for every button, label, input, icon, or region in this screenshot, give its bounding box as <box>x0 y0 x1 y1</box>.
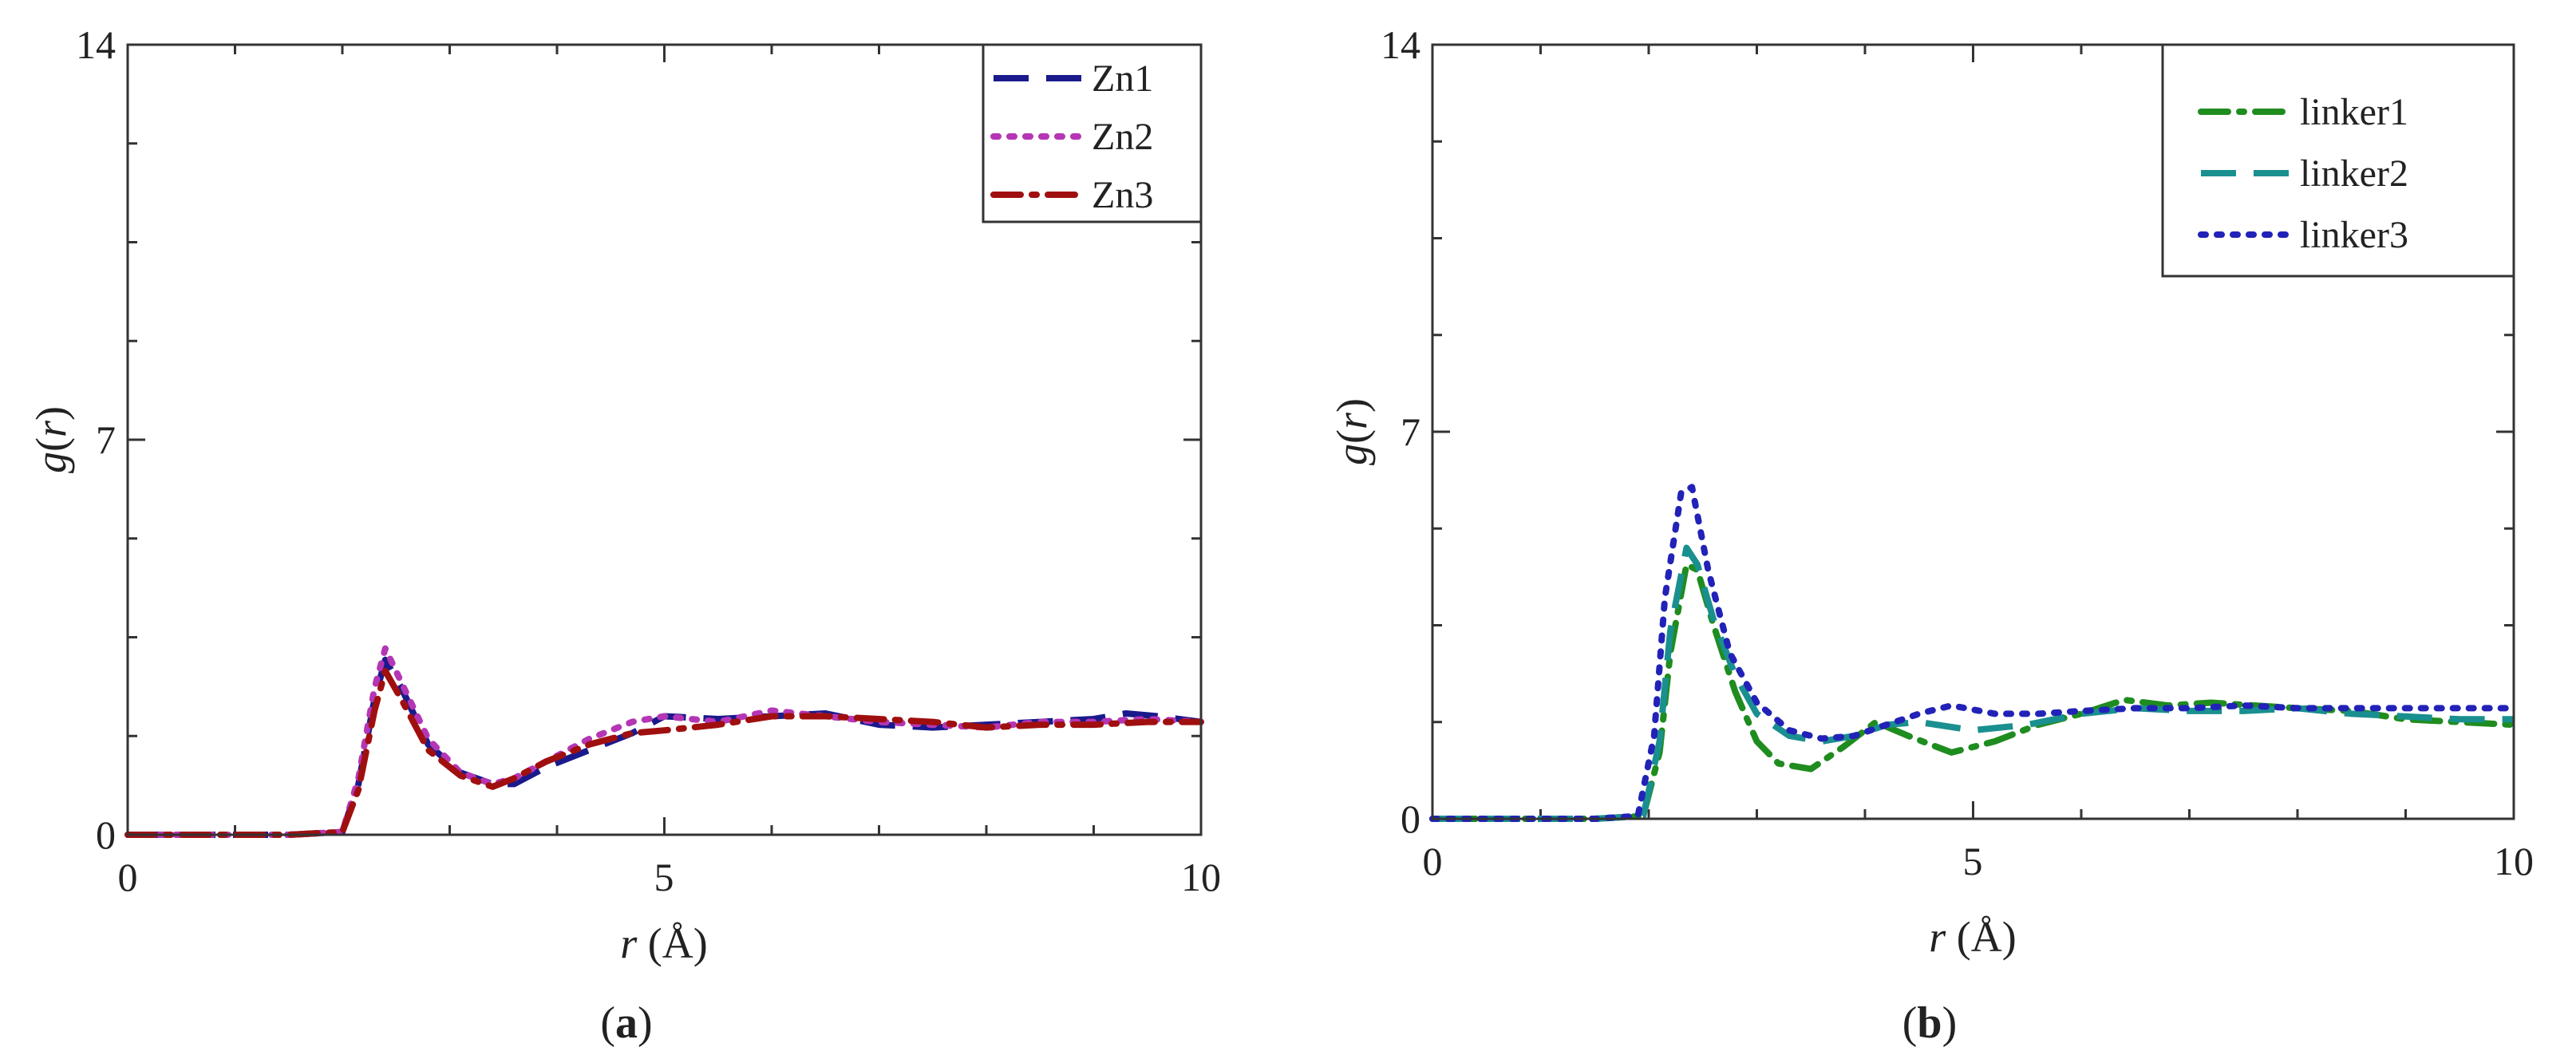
panel-label-letter: a <box>615 998 638 1048</box>
x-tick-label-0: 0 <box>1423 839 1443 883</box>
series-line-linker1 <box>1429 561 2517 822</box>
panel-label-letter: b <box>1917 998 1942 1048</box>
plot-frame <box>126 43 1203 836</box>
y-axis-open-paren: ( <box>1328 429 1376 444</box>
legend-label-zn1: Zn1 <box>1092 57 1153 100</box>
y-axis-variable: r <box>1328 412 1376 429</box>
x-axis-variable: r <box>620 919 638 967</box>
x-tick-label-10: 10 <box>2494 839 2534 883</box>
panel-label-close: ) <box>1942 998 1958 1048</box>
chart-panel-b: 0 7 14 0 5 10 r (Å) g(r) (b) linker1 lin… <box>1328 22 2534 1048</box>
y-axis-function: g <box>1328 444 1376 465</box>
y-tick-label-0: 0 <box>96 812 116 857</box>
x-axis-title: r (Å) <box>620 919 707 967</box>
y-tick-label-14: 14 <box>1381 22 1420 67</box>
series-line-zn3 <box>124 667 1204 838</box>
series-line-zn2 <box>124 645 1204 838</box>
y-axis-close-paren: ) <box>1328 398 1376 413</box>
series-line-linker2 <box>1432 544 2514 822</box>
x-tick-label-5: 5 <box>1963 839 1983 883</box>
panel-label: (b) <box>1902 998 1957 1048</box>
y-axis-variable: r <box>27 420 75 437</box>
series-line-zn1 <box>128 656 1202 838</box>
legend-label-linker3: linker3 <box>2300 214 2408 256</box>
y-tick-label-14: 14 <box>76 22 116 67</box>
y-axis-title: g(r) <box>1328 398 1376 465</box>
legend-label-linker1: linker1 <box>2300 91 2408 133</box>
panel-label-open: ( <box>1902 998 1918 1048</box>
series-line-linker3 <box>1429 484 2517 822</box>
y-tick-label-7: 7 <box>1401 409 1420 454</box>
x-tick-label-10: 10 <box>1181 855 1221 899</box>
x-tick-label-0: 0 <box>118 855 138 899</box>
panel-label-close: ) <box>638 998 653 1048</box>
x-axis-unit: (Å) <box>637 919 707 967</box>
plot-frame <box>1431 43 2515 820</box>
y-tick-label-0: 0 <box>1401 796 1420 841</box>
legend-label-linker2: linker2 <box>2300 152 2408 195</box>
x-tick-label-5: 5 <box>654 855 674 899</box>
panel-label-open: ( <box>600 998 615 1048</box>
y-axis-title: g(r) <box>27 406 75 473</box>
chart-panel-a: 0 7 14 0 5 10 r (Å) g(r) (a) Zn1 Zn2 Zn3 <box>27 22 1221 1048</box>
y-axis-function: g <box>27 452 75 473</box>
y-axis-close-paren: ) <box>27 406 75 421</box>
x-axis-title: r (Å) <box>1929 913 2016 961</box>
x-axis-variable: r <box>1929 913 1946 961</box>
plot-area <box>1429 43 2517 822</box>
y-tick-label-7: 7 <box>96 417 116 462</box>
legend-label-zn2: Zn2 <box>1092 116 1153 158</box>
legend: linker1 linker2 linker3 <box>2161 43 2515 278</box>
x-axis-unit: (Å) <box>1946 913 2016 961</box>
legend-label-zn3: Zn3 <box>1092 174 1153 216</box>
legend-box <box>982 43 1203 223</box>
panel-label: (a) <box>600 998 652 1048</box>
legend: Zn1 Zn2 Zn3 <box>982 43 1203 223</box>
y-axis-open-paren: ( <box>27 437 75 452</box>
